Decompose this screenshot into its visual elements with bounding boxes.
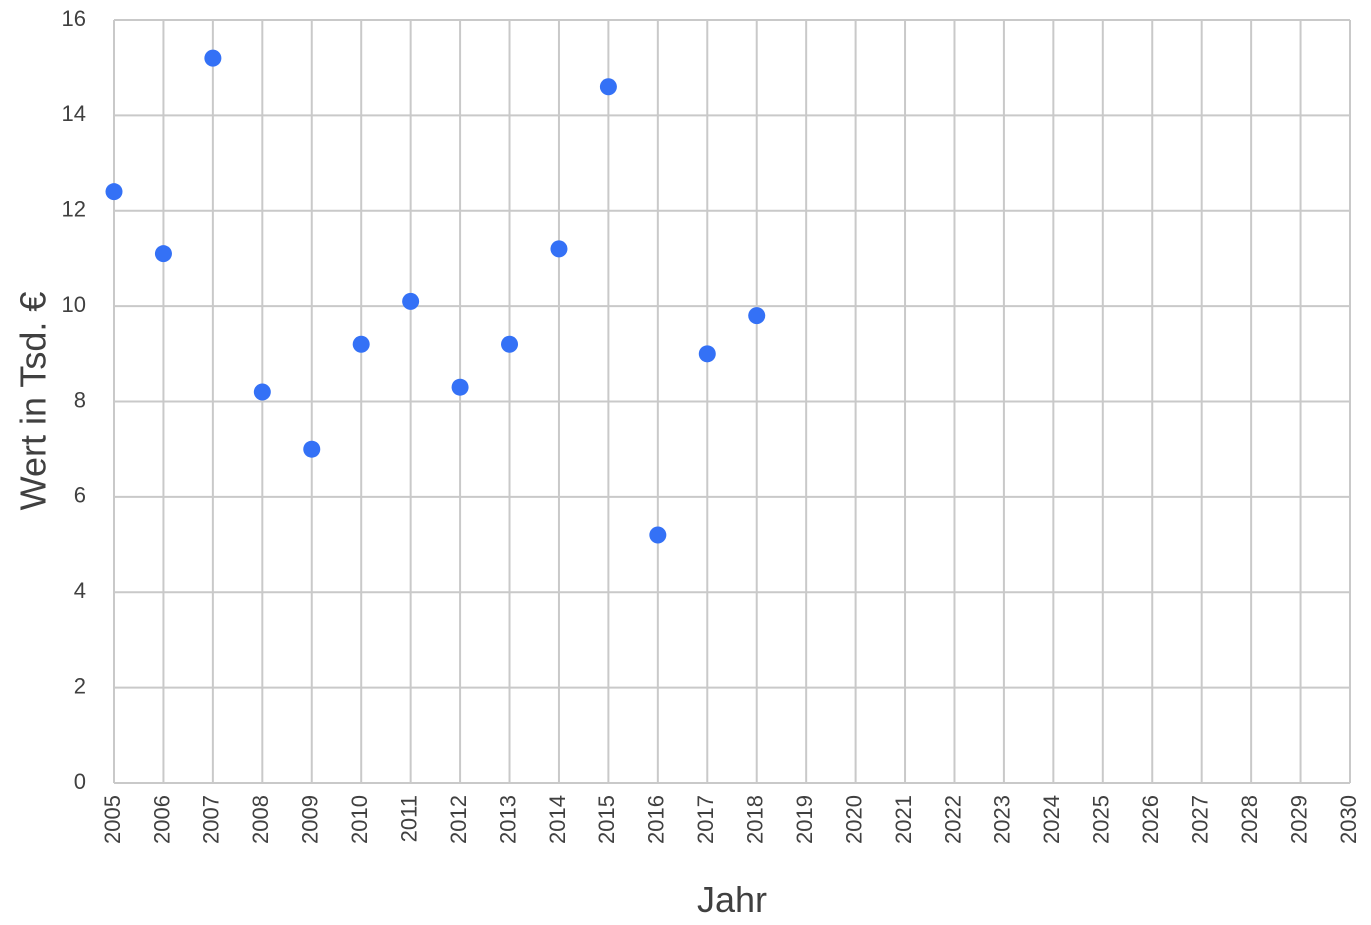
x-tick-label: 2016 (644, 795, 669, 844)
x-tick-label: 2008 (248, 795, 273, 844)
point (105, 183, 123, 201)
y-axis-title: Wert in Tsd. € (13, 292, 54, 511)
point (649, 526, 667, 544)
point (253, 383, 271, 401)
x-tick-label: 2021 (891, 795, 916, 844)
x-tick-label: 2028 (1237, 795, 1262, 844)
point (303, 440, 321, 458)
point (451, 378, 469, 396)
y-tick-label: 2 (74, 673, 86, 698)
point (599, 78, 617, 96)
x-tick-label: 2014 (545, 795, 570, 844)
point (402, 292, 420, 310)
x-tick-label: 2015 (594, 795, 619, 844)
point (352, 335, 370, 353)
x-tick-label: 2011 (396, 795, 421, 842)
point (698, 345, 716, 363)
y-tick-label: 16 (62, 6, 86, 31)
x-tick-label: 2019 (792, 795, 817, 844)
point (154, 245, 172, 263)
x-tick-label: 2029 (1286, 795, 1311, 844)
y-tick-label: 4 (74, 578, 86, 603)
x-tick-label: 2023 (990, 795, 1015, 844)
x-tick-label: 2005 (100, 795, 125, 844)
point (501, 335, 519, 353)
point (204, 49, 222, 67)
x-tick-label: 2018 (743, 795, 768, 844)
y-tick-label: 6 (74, 483, 86, 508)
x-tick-label: 2006 (149, 795, 174, 844)
y-tick-label: 14 (62, 101, 86, 126)
x-tick-label: 2022 (940, 795, 965, 844)
x-tick-label: 2010 (347, 795, 372, 844)
point (550, 240, 568, 258)
x-tick-label: 2027 (1187, 795, 1212, 844)
x-tick-label: 2017 (693, 795, 718, 844)
x-tick-label: 2013 (495, 795, 520, 844)
point (748, 307, 766, 325)
y-tick-label: 8 (74, 387, 86, 412)
y-tick-label: 0 (74, 769, 86, 794)
x-tick-label: 2024 (1039, 795, 1064, 844)
x-tick-label: 2030 (1336, 795, 1361, 844)
y-tick-label: 10 (62, 292, 86, 317)
x-tick-label: 2012 (446, 795, 471, 844)
x-tick-label: 2009 (298, 795, 323, 844)
x-tick-label: 2025 (1089, 795, 1114, 844)
y-tick-label: 12 (62, 197, 86, 222)
x-axis-title: Jahr (697, 879, 767, 920)
x-tick-label: 2020 (841, 795, 866, 844)
x-tick-label: 2026 (1138, 795, 1163, 844)
x-tick-label: 2007 (199, 795, 224, 844)
